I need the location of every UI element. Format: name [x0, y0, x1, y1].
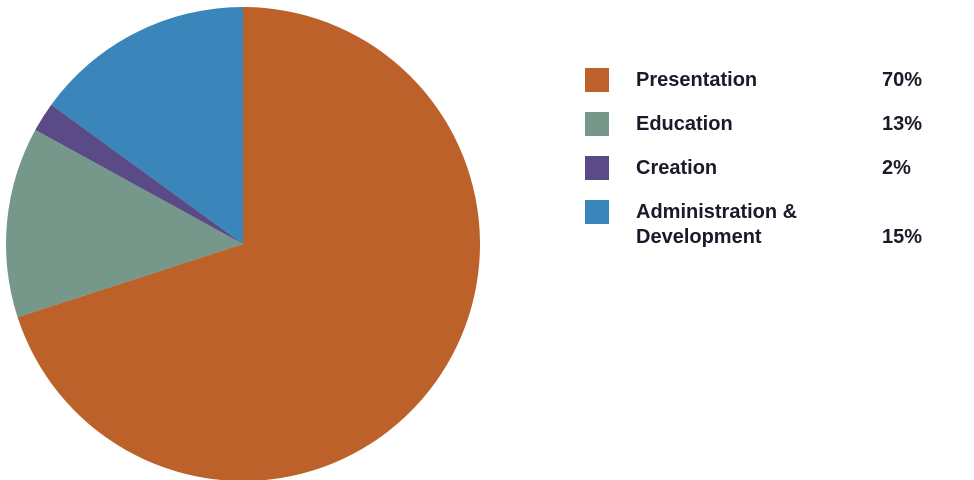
pie-slice-education: [6, 129, 244, 318]
pie-slice-creation: [35, 104, 243, 244]
legend-swatch-administration-development: [585, 200, 609, 224]
pie-slice-presentation: [17, 7, 480, 480]
legend-label-education: Education: [636, 113, 733, 135]
legend-label-presentation: Presentation: [636, 69, 758, 91]
legend-label-administration-development: Administration & Development: [636, 201, 798, 248]
legend-value-administration-development: 15%: [882, 226, 923, 248]
legend-swatch-education: [585, 112, 609, 136]
legend-value-creation: 2%: [882, 157, 911, 179]
legend: Presentation 70% Education 13% Creation …: [585, 68, 970, 269]
pie-chart: [6, 7, 480, 480]
legend-value-presentation: 70%: [882, 69, 923, 91]
legend-item-presentation: Presentation 70%: [585, 68, 970, 93]
legend-swatch-presentation: [585, 68, 609, 92]
legend-item-administration-development: Administration & Development 15%: [585, 200, 970, 250]
legend-item-creation: Creation 2%: [585, 156, 970, 181]
legend-label-creation: Creation: [636, 157, 718, 179]
legend-swatch-creation: [585, 156, 609, 180]
pie-slice-administration-development: [51, 7, 244, 244]
legend-item-education: Education 13%: [585, 112, 970, 137]
legend-value-education: 13%: [882, 113, 923, 135]
